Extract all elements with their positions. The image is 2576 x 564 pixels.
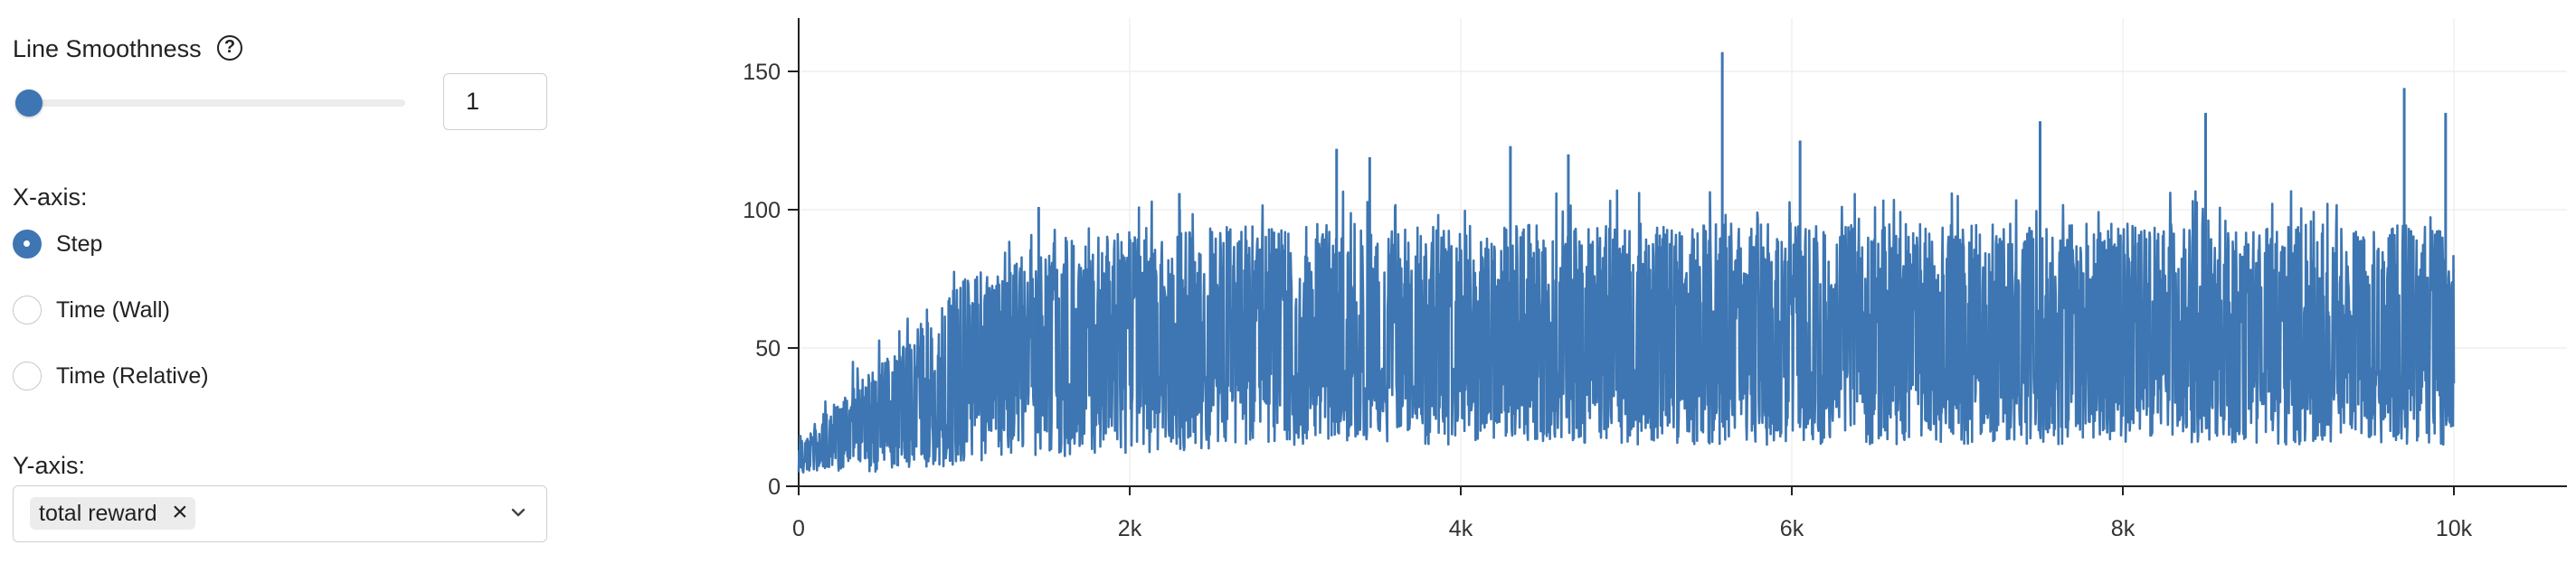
radio-label: Time (Relative)	[56, 363, 209, 389]
x-tick-label: 10k	[2436, 516, 2473, 541]
radio-button[interactable]	[13, 296, 42, 324]
x-tick-label: 2k	[1118, 516, 1142, 541]
xaxis-label: X-axis:	[13, 183, 88, 211]
smoothness-input[interactable]	[443, 73, 547, 130]
chip-label: total reward	[39, 501, 157, 526]
yaxis-chip: total reward ×	[30, 497, 195, 530]
radio-button[interactable]	[13, 230, 42, 258]
x-tick-label: 8k	[2111, 516, 2136, 541]
series-line	[797, 189, 2456, 474]
radio-label: Step	[56, 231, 103, 257]
smoothness-slider-track[interactable]	[30, 99, 405, 107]
x-tick-label: 0	[792, 516, 805, 541]
y-tick-label: 150	[743, 60, 781, 85]
y-tick-label: 100	[743, 198, 781, 223]
radio-button[interactable]	[13, 362, 42, 390]
chart-tick-labels: 0 50 100 150 0 2k 4k 6k 8k 10k	[743, 60, 2472, 541]
radio-label: Time (Wall)	[56, 297, 170, 323]
x-tick-label: 4k	[1449, 516, 1473, 541]
y-tick-label: 0	[768, 475, 781, 500]
yaxis-select[interactable]: total reward ×	[13, 485, 547, 542]
controls-panel: Line Smoothness ? X-axis: Step Time (Wal…	[0, 0, 579, 564]
smoothness-label: Line Smoothness	[13, 35, 202, 62]
smoothness-slider-thumb[interactable]	[15, 89, 43, 117]
chart-axes	[786, 18, 2567, 495]
close-icon[interactable]: ×	[172, 497, 188, 527]
x-tick-label: 6k	[1780, 516, 1804, 541]
help-icon[interactable]: ?	[217, 35, 242, 61]
y-tick-label: 50	[755, 336, 781, 362]
yaxis-label: Y-axis:	[13, 452, 86, 479]
reward-line-chart: 0 50 100 150 0 2k 4k 6k 8k 10k	[743, 18, 2567, 541]
chevron-down-icon[interactable]	[507, 501, 530, 524]
chart-series	[797, 52, 2456, 474]
